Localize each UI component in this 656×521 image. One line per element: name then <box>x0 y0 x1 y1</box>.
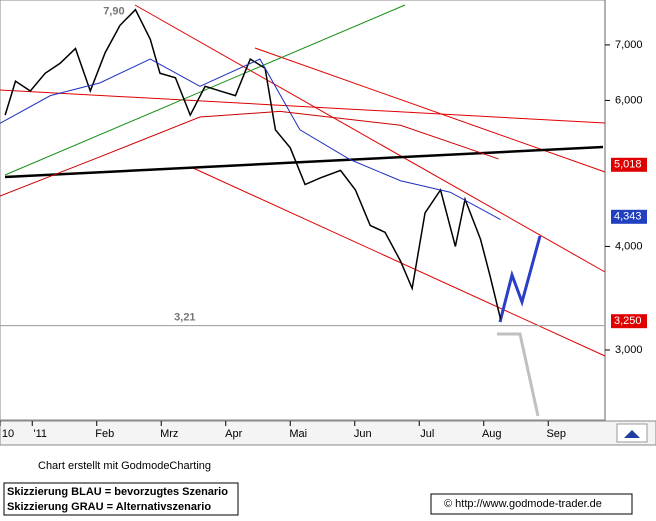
x-tick-label: 10 <box>2 428 14 440</box>
y-tick-label: 4,000 <box>615 240 643 252</box>
price-label-box <box>611 209 647 224</box>
notes-box <box>3 482 239 516</box>
price-label-box <box>611 314 647 329</box>
x-tick-label: Feb <box>95 428 114 440</box>
x-tick-label: Mai <box>289 428 307 440</box>
series-line <box>4 8 502 320</box>
x-tick-label: Jul <box>420 428 434 440</box>
credit: Chart erstellt mit GodmodeCharting <box>38 460 211 472</box>
price-label: 5,018 <box>614 159 642 171</box>
x-tick-label: Aug <box>482 428 502 440</box>
plot-frame <box>0 0 606 421</box>
gray-scenario <box>497 332 540 417</box>
note: Skizzierung BLAU = bevorzugtes Szenario <box>7 486 228 498</box>
x-tick-label: Mrz <box>160 428 178 440</box>
price-label: 4,343 <box>614 211 642 223</box>
trendline <box>0 89 606 124</box>
y-tick-label: 7,000 <box>615 39 643 51</box>
note: Skizzierung GRAU = Alternativszenario <box>7 501 211 513</box>
series-line <box>0 58 501 220</box>
trendline <box>192 167 606 357</box>
trendline <box>4 4 406 176</box>
series-line <box>0 110 499 197</box>
annotation: 7,90 <box>103 5 124 17</box>
y-tick-label: 3,000 <box>615 344 643 356</box>
trendline <box>134 4 606 273</box>
source-box <box>430 493 633 515</box>
x-tick-label: Apr <box>225 428 242 440</box>
source: © http://www.godmode-trader.de <box>444 498 602 510</box>
trendline <box>254 47 606 173</box>
trendline <box>4 145 604 179</box>
annotation: 3,21 <box>174 312 195 324</box>
x-tick-label: '11 <box>33 428 47 440</box>
y-tick-label: 6,000 <box>615 94 643 106</box>
blue-scenario <box>498 235 542 323</box>
price-label: 3,250 <box>614 315 642 327</box>
tool-icon-glyph <box>624 430 640 438</box>
x-tick-label: Jun <box>354 428 372 440</box>
x-tick-label: Sep <box>546 428 566 440</box>
x-axis-band <box>0 420 656 446</box>
price-label-box <box>611 157 647 172</box>
